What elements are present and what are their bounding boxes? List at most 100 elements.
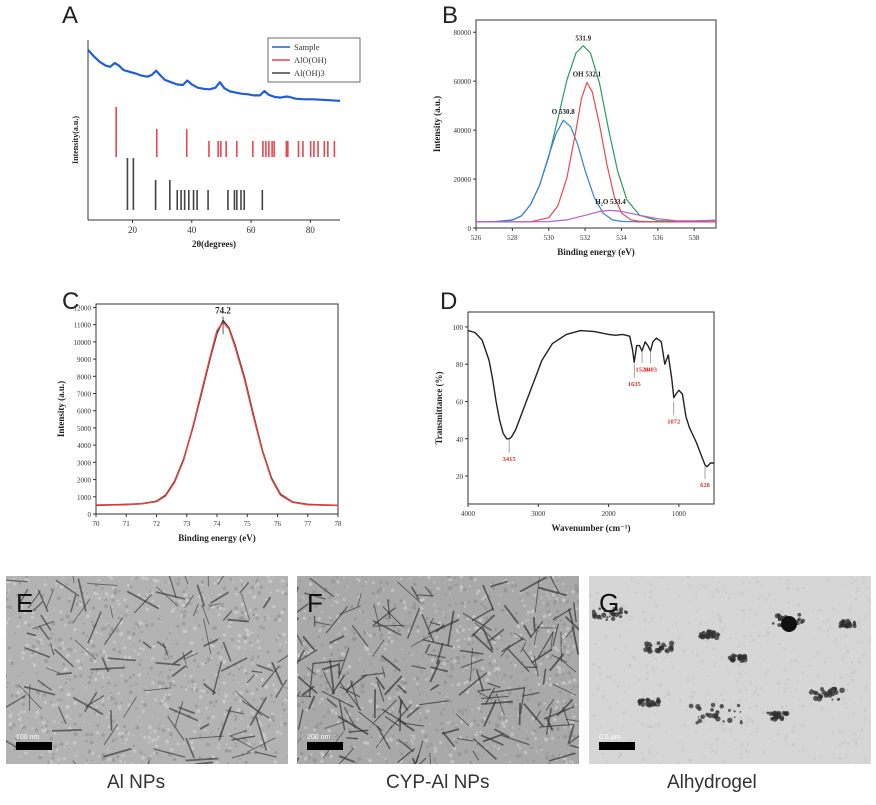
tem-grain [312, 645, 315, 648]
x-tick-label: 60 [247, 225, 257, 235]
tem-grain [647, 725, 651, 729]
peak-annotation: 74.2 [215, 305, 231, 315]
tem-grain [801, 671, 804, 675]
tem-fiber [348, 729, 369, 733]
tem-grain [358, 658, 361, 661]
tem-grain [360, 609, 365, 614]
tem-grain [555, 682, 559, 686]
tem-grain [160, 621, 163, 623]
tem-grain [281, 702, 285, 706]
tem-grain [815, 651, 819, 655]
tem-grain [240, 610, 245, 615]
tem-grain [237, 645, 241, 650]
tem-grain [199, 719, 202, 722]
tem-grain [246, 725, 250, 729]
tem-grain [561, 680, 566, 685]
tem-grain [46, 720, 49, 723]
tem-grain [136, 738, 139, 740]
tem-grain [488, 655, 492, 658]
tem-grain [456, 614, 460, 618]
tem-fiber [241, 700, 270, 719]
tem-grain [181, 613, 186, 618]
tem-grain [147, 673, 149, 675]
tem-grain [250, 657, 254, 662]
tem-fiber [539, 723, 574, 728]
tem-grain [150, 622, 154, 627]
tem-grain [284, 641, 287, 644]
tem-grain [365, 580, 368, 584]
tem-grain [166, 675, 171, 680]
tem-grain [465, 683, 468, 686]
tem-aggregate [655, 699, 662, 705]
tem-fiber [457, 737, 474, 742]
tem-grain [538, 611, 541, 614]
tem-grain [739, 716, 743, 720]
tem-grain [776, 681, 780, 685]
tem-grain [416, 682, 419, 686]
tem-grain [157, 680, 162, 685]
tem-grain [89, 639, 93, 643]
tem-grain [844, 653, 847, 656]
tem-grain [425, 617, 429, 621]
tem-grain [73, 674, 78, 679]
y-tick-label: 60 [456, 398, 464, 406]
tem-grain [492, 659, 497, 664]
tem-grain [282, 708, 286, 712]
y-tick-label: 12000 [74, 304, 92, 312]
tem-fiber [184, 576, 189, 585]
tem-grain [133, 627, 136, 630]
tem-grain [423, 734, 428, 739]
tem-grain [272, 700, 276, 704]
tem-grain [85, 759, 88, 762]
tem-grain [238, 757, 242, 760]
tem-grain [553, 629, 557, 632]
tem-grain [454, 726, 458, 730]
tem-grain [452, 711, 455, 714]
tem-fiber [414, 754, 420, 764]
tem-grain [206, 680, 209, 683]
tem-grain [151, 681, 155, 685]
tem-grain [124, 613, 128, 617]
tem-grain [444, 593, 447, 596]
tem-grain [272, 577, 275, 579]
tem-grain [111, 738, 116, 743]
tem-aggregate [830, 691, 836, 697]
tem-grain [549, 675, 552, 677]
tem-grain [453, 737, 456, 740]
tem-grain [120, 735, 124, 739]
peak-annotation: O 530.8 [552, 108, 575, 116]
tem-fiber [421, 613, 435, 643]
tem-grain [563, 632, 568, 637]
tem-grain [139, 646, 143, 650]
tem-grain [83, 720, 85, 723]
tem-grain [169, 631, 172, 634]
tem-grain [59, 584, 64, 589]
tem-grain [464, 601, 467, 604]
tem-grain [646, 724, 648, 727]
tem-grain [516, 624, 521, 629]
tem-grain [738, 670, 741, 673]
tem-grain [855, 642, 858, 644]
tem-grain [396, 738, 401, 743]
tem-grain [642, 692, 645, 694]
tem-fiber [343, 706, 357, 729]
tem-grain [552, 602, 556, 606]
tem-grain [259, 651, 262, 654]
tem-grain [402, 657, 405, 661]
tem-grain [469, 654, 472, 658]
x-tick-label: 77 [304, 520, 312, 528]
tem-grain [784, 745, 787, 748]
tem-fiber [110, 710, 113, 731]
tem-grain [427, 576, 431, 580]
tem-grain [45, 616, 48, 619]
tem-grain [449, 700, 453, 704]
tem-grain [180, 610, 184, 613]
tem-grain [118, 708, 121, 711]
tem-grain [442, 614, 445, 618]
tem-fiber [307, 695, 316, 710]
tem-fiber [548, 653, 565, 672]
y-tick-label: 9000 [77, 356, 92, 364]
tem-grain [395, 742, 399, 745]
tem-fiber [548, 752, 576, 762]
tem-grain [366, 632, 369, 635]
